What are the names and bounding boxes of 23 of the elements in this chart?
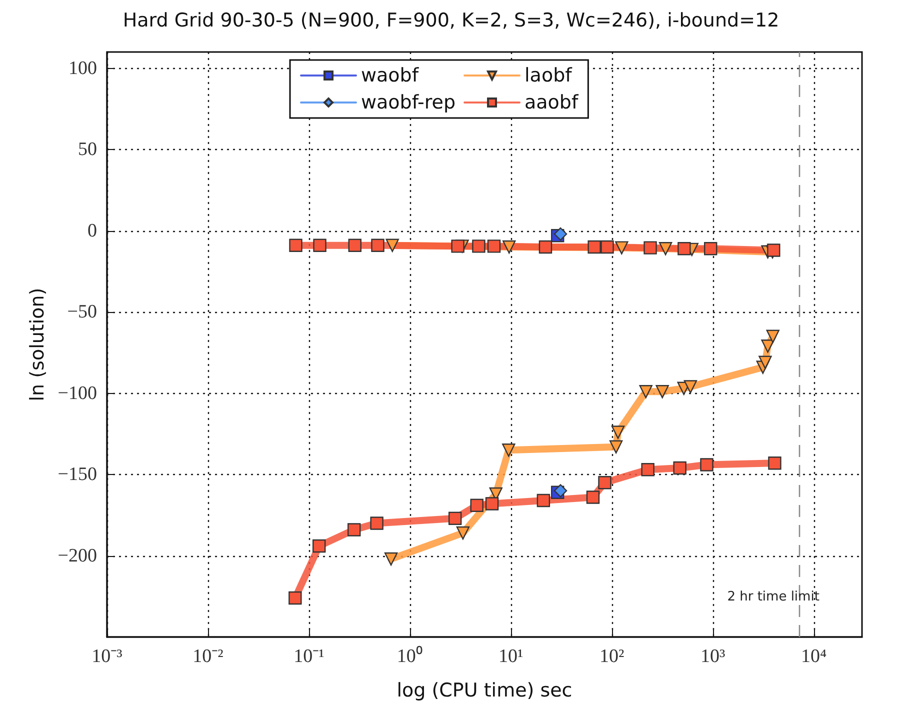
x-tick-label: 10⁻³ [92, 646, 123, 667]
chart-title: Hard Grid 90-30-5 (N=900, F=900, K=2, S=3, Wc=246), i-bound=12 [122, 10, 780, 32]
y-tick-label: 50 [78, 139, 97, 160]
x-tick-label: 10⁻¹ [294, 646, 325, 667]
y-tick-label: −200 [58, 545, 97, 566]
y-tick-label: −50 [67, 302, 97, 322]
y-tick-label: −100 [58, 382, 97, 404]
legend-label: waobf-rep [361, 92, 456, 114]
x-tick-label: 10⁻² [192, 646, 224, 667]
legend-label: laobf [524, 64, 574, 86]
x-tick-label: 10⁴ [801, 646, 828, 667]
legend-label: waobf [361, 64, 420, 86]
x-tick-label: 10¹ [498, 646, 524, 667]
y-tick-label: 0 [88, 220, 97, 242]
y-tick-label: 100 [68, 58, 97, 79]
x-axis-title: log (CPU time) sec [396, 680, 572, 702]
x-tick-label: 10³ [700, 646, 726, 667]
x-tick-label: 10⁰ [396, 645, 423, 667]
ref-line-label: 2 hr time limit [727, 590, 820, 604]
legend-label: aaobf [524, 92, 580, 114]
y-axis-title: ln (solution) [26, 288, 48, 402]
y-tick-label: −150 [58, 464, 97, 485]
x-tick-label: 10² [600, 646, 625, 667]
